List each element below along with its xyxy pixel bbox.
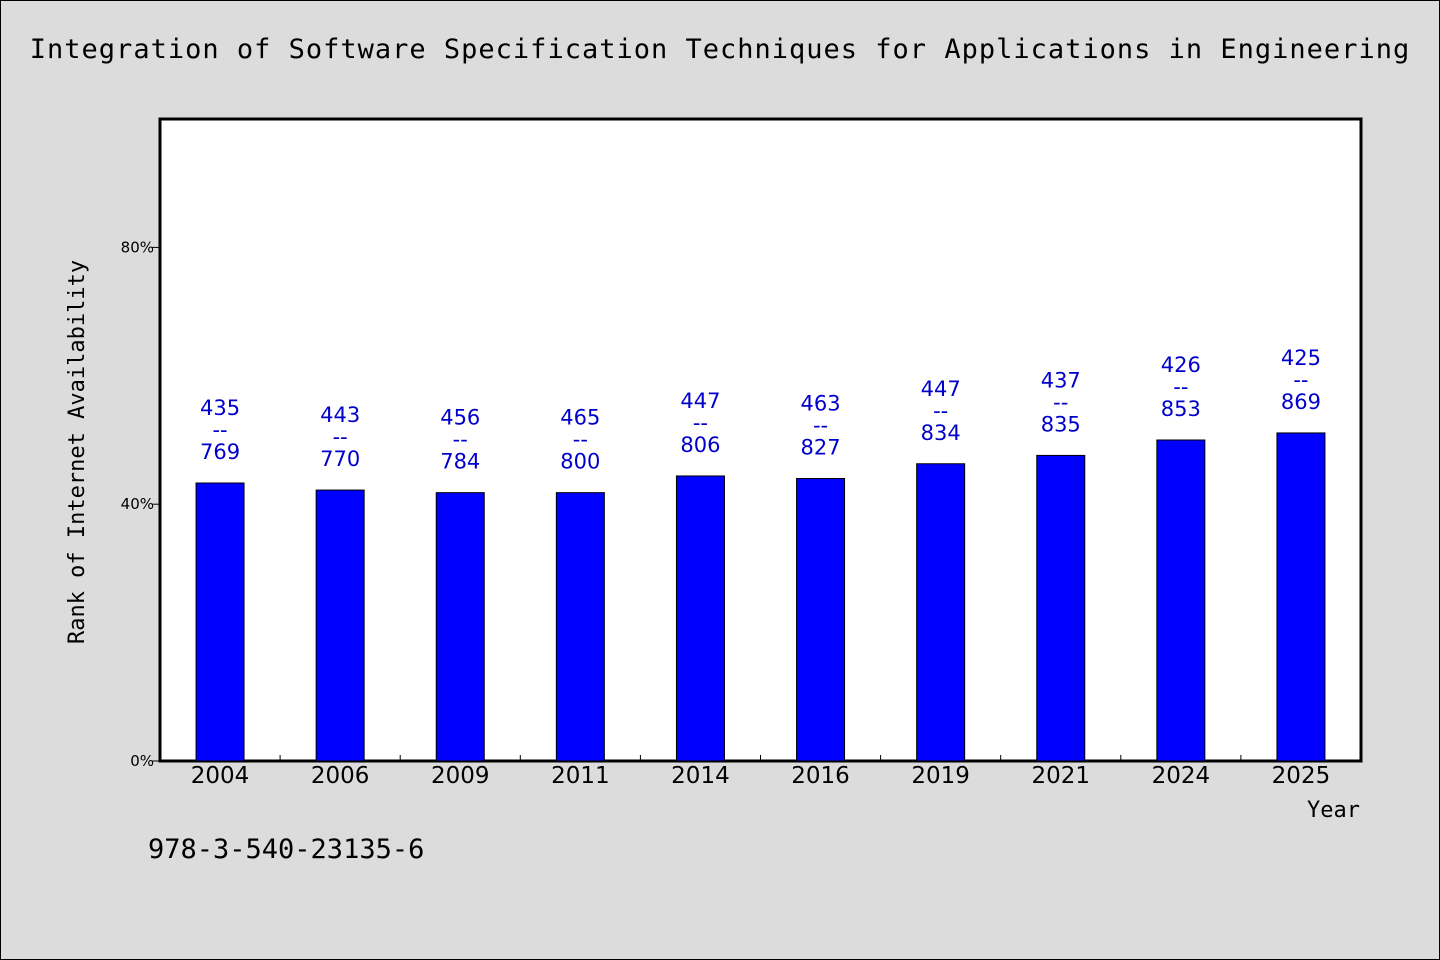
x-tick-label: 2014 <box>671 763 730 789</box>
bar-label-bottom: 800 <box>560 450 600 474</box>
x-tick-label: 2019 <box>911 763 970 789</box>
x-axis-title: Year <box>1307 798 1360 823</box>
bar-label-top: 425 <box>1281 346 1321 370</box>
bar-label-top: 435 <box>200 396 240 420</box>
bar-label-separator: -- <box>693 411 708 435</box>
bar <box>796 478 846 762</box>
y-tick-label: 0% <box>130 752 154 770</box>
bar-label-top: 437 <box>1041 368 1081 392</box>
bar-label-bottom: 835 <box>1041 412 1081 436</box>
bar <box>315 489 365 762</box>
bar <box>1276 432 1326 762</box>
bar-label-bottom: 853 <box>1161 397 1201 421</box>
x-tick-label: 2016 <box>791 763 850 789</box>
bar-label-separator: -- <box>212 418 227 442</box>
bar-label-top: 447 <box>921 377 961 401</box>
bar <box>555 492 605 762</box>
bar-label-bottom: 834 <box>921 421 961 445</box>
bar-label-top: 443 <box>320 403 360 427</box>
chart-title: Integration of Software Specification Te… <box>29 34 1411 65</box>
bar <box>1156 439 1206 762</box>
bar-label-top: 426 <box>1161 353 1201 377</box>
x-tick-label: 2011 <box>551 763 610 789</box>
isbn-footnote: 978-3-540-23135-6 <box>148 834 425 865</box>
bar-label-separator: -- <box>573 428 588 452</box>
bar-label-separator: -- <box>1173 375 1188 399</box>
bar-label-bottom: 806 <box>680 433 720 457</box>
bar-series <box>195 432 1326 762</box>
bar <box>1036 454 1086 762</box>
bar-label-separator: -- <box>933 399 948 423</box>
y-tick-label: 40% <box>121 495 154 513</box>
bar-label-separator: -- <box>813 414 828 438</box>
bar <box>675 475 725 762</box>
bar-label-top: 465 <box>560 406 600 430</box>
bar-label-bottom: 827 <box>801 436 841 460</box>
y-axis: 0% 40% 80% <box>121 238 160 770</box>
y-tick-label: 80% <box>121 238 154 256</box>
x-tick-label: 2024 <box>1152 763 1211 789</box>
x-tick-label: 2009 <box>431 763 490 789</box>
bar-label-top: 463 <box>801 392 841 416</box>
bar <box>195 482 245 762</box>
bar-label-top: 447 <box>680 389 720 413</box>
x-tick-label: 2006 <box>311 763 370 789</box>
bar <box>435 492 485 762</box>
bar-label-separator: -- <box>453 428 468 452</box>
bar-label-bottom: 770 <box>320 447 360 471</box>
bar-label-separator: -- <box>1293 368 1308 392</box>
y-axis-title: Rank of Internet Availability <box>65 260 90 644</box>
x-tick-label: 2004 <box>191 763 250 789</box>
bar <box>916 463 966 762</box>
bar-label-bottom: 869 <box>1281 390 1321 414</box>
bar-label-bottom: 784 <box>440 450 480 474</box>
x-axis: 2004 2006 2009 2011 2014 2016 2019 2021 2024 2025 <box>191 755 1330 789</box>
value-labels: 435--769443--770456--784465--800447--806… <box>200 346 1321 474</box>
bar-label-bottom: 769 <box>200 440 240 464</box>
bar-label-separator: -- <box>333 425 348 449</box>
bar-label-separator: -- <box>1053 390 1068 414</box>
bar-label-top: 456 <box>440 406 480 430</box>
x-tick-label: 2021 <box>1031 763 1090 789</box>
x-tick-label: 2025 <box>1272 763 1331 789</box>
